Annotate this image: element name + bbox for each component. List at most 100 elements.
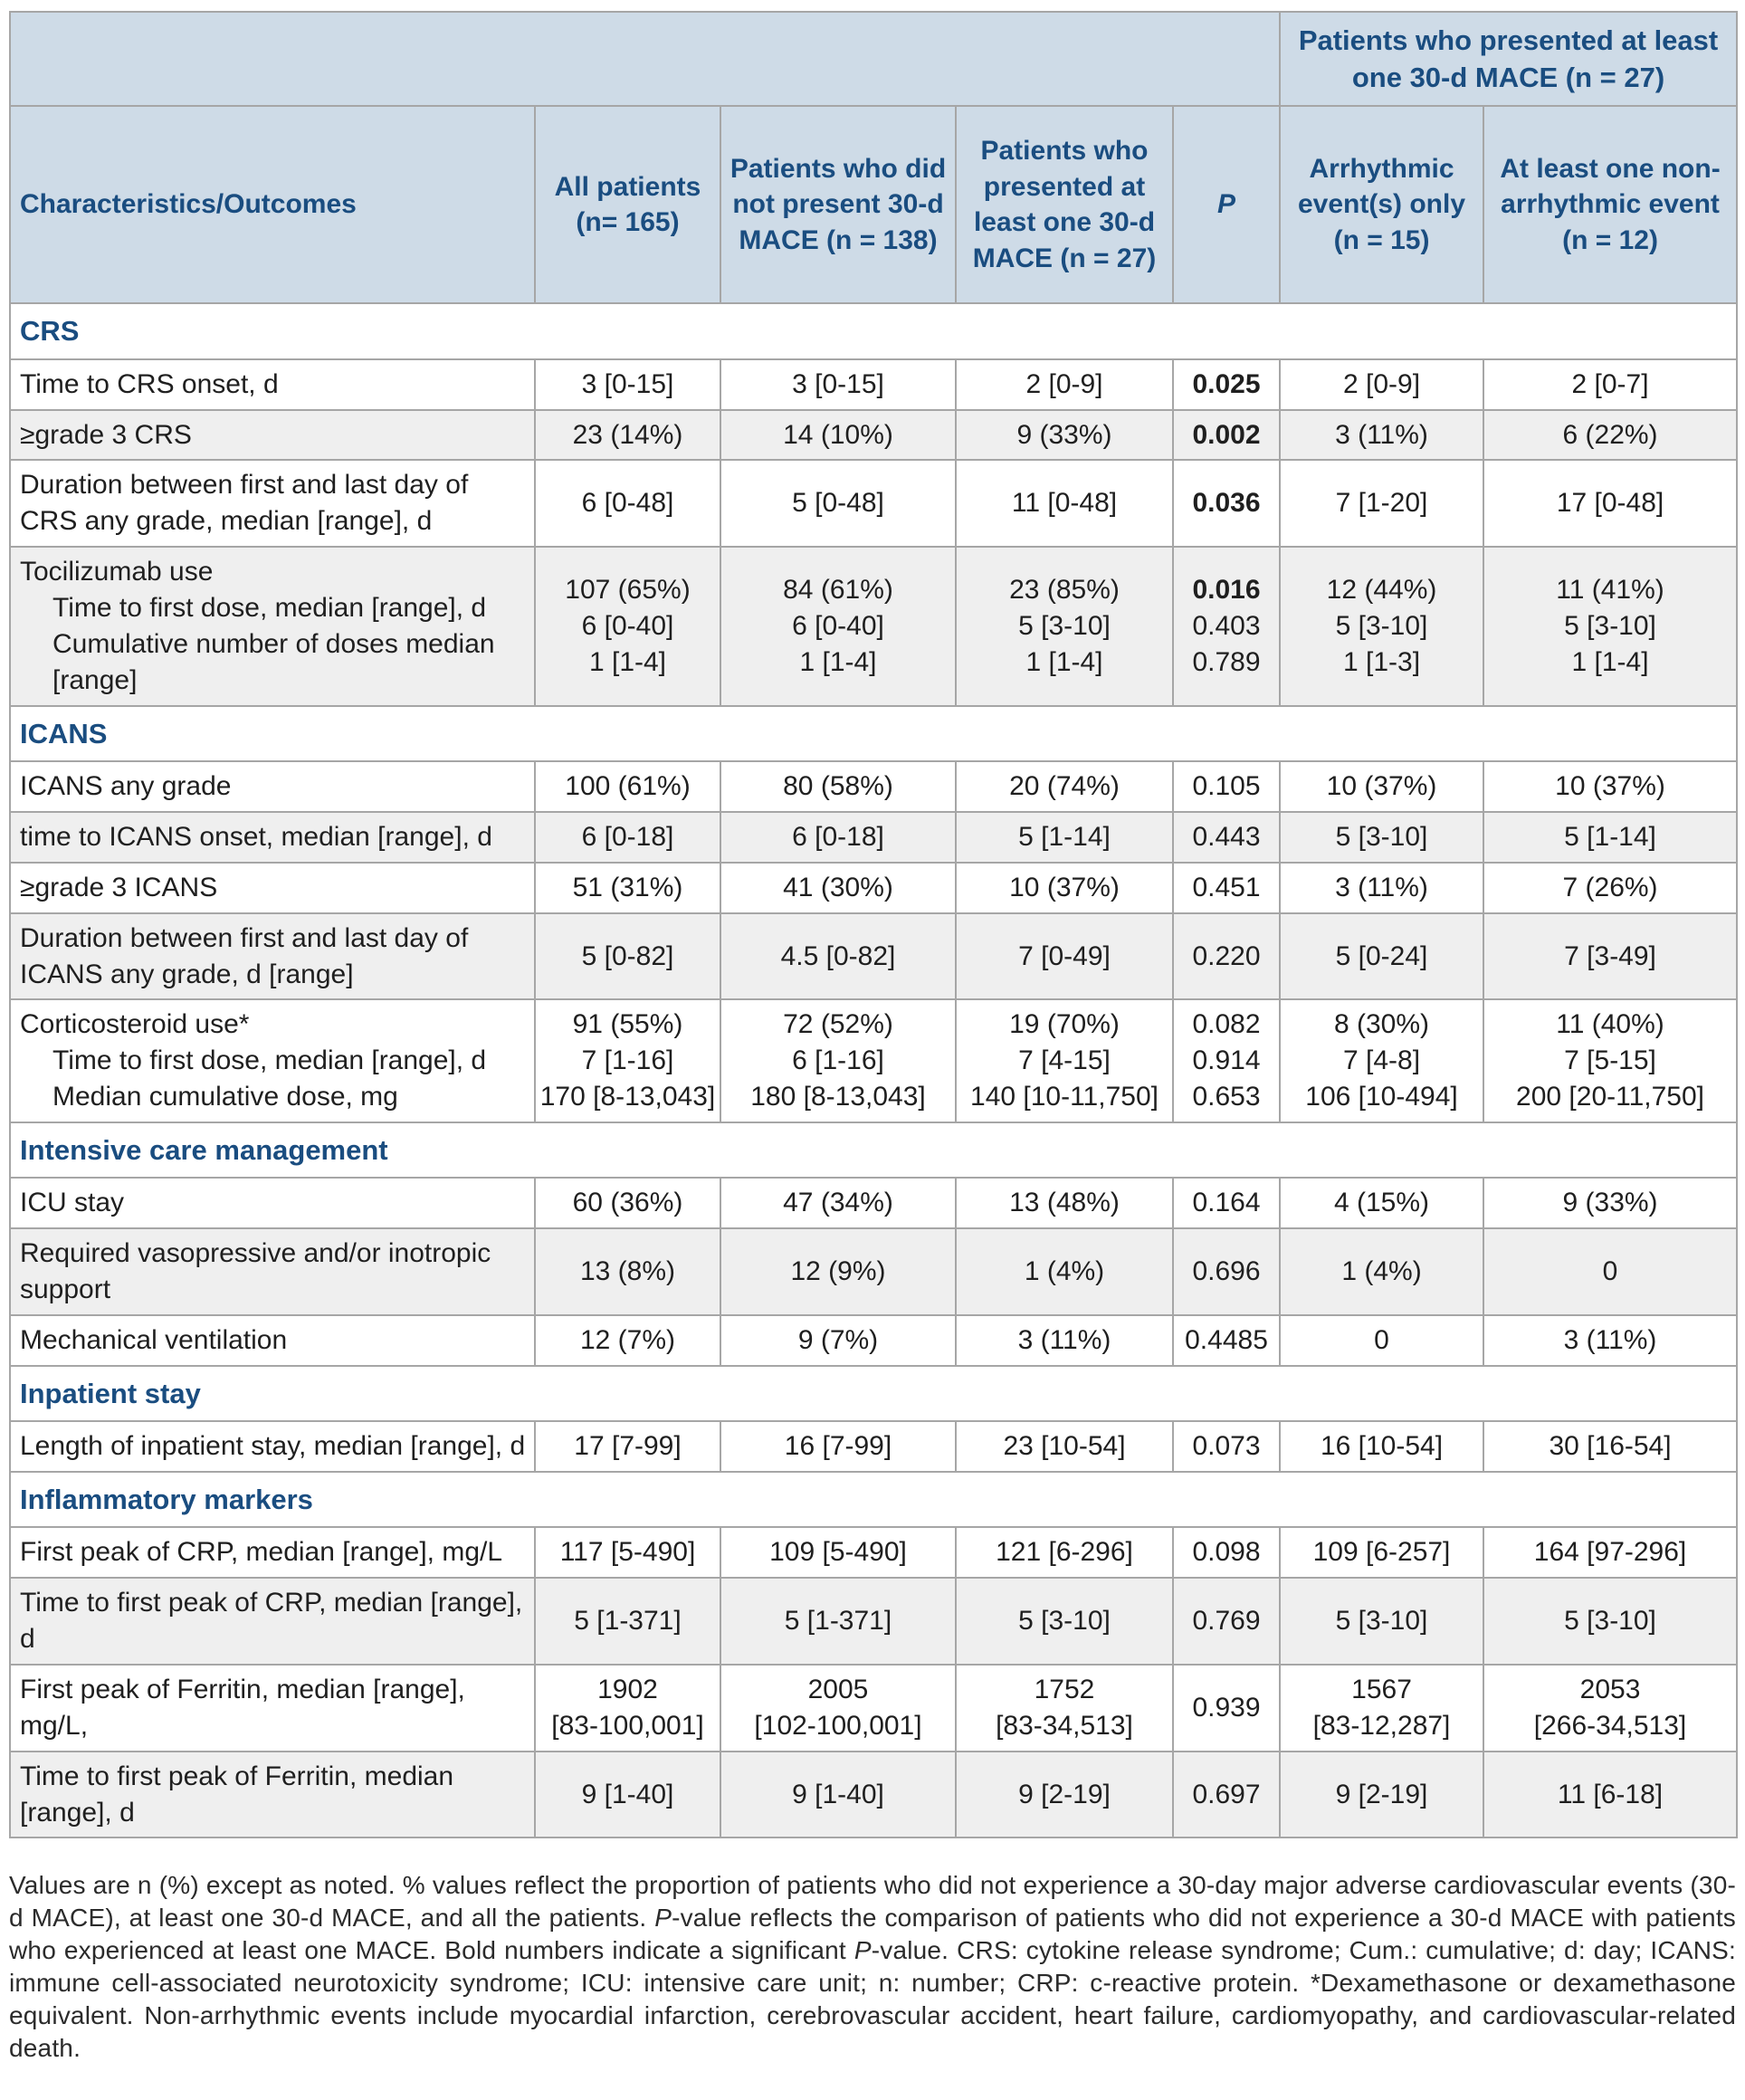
p-value-cell: 0.164 <box>1171 1177 1282 1230</box>
cell-line: 7 [0-49] <box>1018 940 1111 971</box>
value-cell: 5 [1-14] <box>955 810 1174 864</box>
row-label-text: time to ICANS onset, median [range], d <box>20 821 492 852</box>
top-header-empty-cell <box>8 10 1282 108</box>
cell-line: 3 [0-15] <box>792 368 884 399</box>
top-header-row: Patients who presented at least one 30-d… <box>8 10 1739 108</box>
p-value-cell: 0.073 <box>1171 1420 1282 1474</box>
cell-line: 16 [10-54] <box>1320 1431 1444 1462</box>
cell-line: 12 (9%) <box>790 1256 886 1287</box>
cell-line: 60 (36%) <box>572 1188 683 1218</box>
value-cell: 6 [0-18] <box>534 810 721 864</box>
cell-line: 3 [0-15] <box>581 368 674 399</box>
cell-line: 1902 <box>597 1674 658 1704</box>
row-label-cell: Time to first peak of Ferritin, median [… <box>9 1750 536 1839</box>
cell-line: 1567 <box>1351 1674 1412 1704</box>
cell-line: 0.164 <box>1192 1188 1261 1218</box>
value-cell: 7 [0-49] <box>955 912 1174 1001</box>
value-cell: 47 (34%) <box>720 1177 957 1230</box>
footnote: Values are n (%) except as noted. % valu… <box>9 1869 1736 2064</box>
value-cell: 1752 [83-34,513] <box>955 1663 1174 1752</box>
row-label-text: First peak of CRP, median [range], mg/L <box>20 1537 503 1568</box>
value-cell: 23 (14%) <box>534 408 721 462</box>
p-value-cell: 0.451 <box>1171 861 1282 914</box>
value-cell: 6 [0-48] <box>534 459 721 549</box>
value-cell: 9 (33%) <box>955 408 1174 462</box>
cell-line: 140 [10-11,750] <box>970 1082 1159 1112</box>
data-row: Duration between first and last day of C… <box>9 459 1739 549</box>
cell-line: 3 (11%) <box>1563 1325 1657 1356</box>
cell-line: 0.789 <box>1192 646 1261 677</box>
row-label-cell: Duration between first and last day of C… <box>9 459 536 549</box>
cell-line: 3 (11%) <box>1335 872 1428 902</box>
value-cell: 17 [0-48] <box>1483 459 1739 549</box>
p-value-cell: 0.220 <box>1171 912 1282 1001</box>
value-cell: 121 [6-296] <box>955 1526 1174 1580</box>
row-label-cell: Duration between first and last day of I… <box>9 912 536 1001</box>
section-header-row: Intensive care management <box>8 1122 1739 1179</box>
cell-line: 0 <box>1374 1325 1389 1356</box>
cell-line: 0.105 <box>1192 771 1261 801</box>
cell-line: 200 [20-11,750] <box>1516 1082 1704 1112</box>
cell-line: 1 (4%) <box>1024 1256 1105 1287</box>
row-sublabel-text: Time to first dose, median [range], d <box>52 593 487 624</box>
cell-line: 0.025 <box>1192 368 1261 399</box>
cell-line: 5 [1-371] <box>784 1606 892 1637</box>
cell-line: 6 [0-18] <box>792 821 884 852</box>
cell-line: 6 [0-48] <box>581 488 674 519</box>
value-cell: 107 (65%) 6 [0-40] 1 [1-4] <box>534 546 721 707</box>
row-label-text: Tocilizumab use <box>20 557 214 587</box>
cell-line: 4 (15%) <box>1333 1188 1430 1218</box>
value-cell: 5 [0-48] <box>720 459 957 549</box>
cell-line: 5 [3-10] <box>1335 611 1428 642</box>
cell-line: 121 [6-296] <box>996 1537 1133 1568</box>
p-value-cell: 0.939 <box>1171 1663 1282 1752</box>
column-header-no-mace: Patients who did not present 30-d MACE (… <box>720 105 957 305</box>
data-row: ≥grade 3 CRS 23 (14%) 14 (10%) 9 (33%) 0.002… <box>9 408 1739 462</box>
value-cell: 9 [1-40] <box>720 1750 957 1839</box>
data-row: ICU stay 60 (36%) 47 (34%) 13 (48%) 0.164 4 (… <box>9 1177 1739 1230</box>
cell-line: 11 (40%) <box>1556 1009 1664 1040</box>
value-cell: 7 [3-49] <box>1483 912 1739 1001</box>
value-cell: 100 (61%) <box>534 760 721 813</box>
row-label-cell: ≥grade 3 CRS <box>9 408 536 462</box>
value-cell: 5 [0-82] <box>534 912 721 1001</box>
value-cell: 5 [0-24] <box>1279 912 1485 1001</box>
cell-line: 109 [5-490] <box>769 1537 907 1568</box>
value-cell: 2 [0-9] <box>1279 358 1485 411</box>
cell-line: 5 [0-82] <box>581 940 674 971</box>
cell-line: 84 (61%) <box>783 575 893 606</box>
cell-line: 23 (85%) <box>1009 575 1120 606</box>
footnote-segment: -value reflects the comparison of patien… <box>9 1904 1736 1965</box>
column-header-mace: Patients who presented at least one 30-d… <box>955 105 1174 305</box>
data-row: Mechanical ventilation 12 (7%) 9 (7%) 3 (11… <box>9 1314 1739 1367</box>
value-cell: 6 [0-18] <box>720 810 957 864</box>
cell-line: 5 [0-48] <box>792 488 884 519</box>
data-row: First peak of CRP, median [range], mg/L 1… <box>9 1526 1739 1580</box>
cell-line: [83-100,001] <box>551 1710 704 1741</box>
row-label-text: Time to CRS onset, d <box>20 368 279 399</box>
cell-line: 13 (8%) <box>579 1256 676 1287</box>
value-cell: 2053 [266-34,513] <box>1483 1663 1739 1752</box>
value-cell: 4 (15%) <box>1279 1177 1485 1230</box>
cell-line: 1 [1-4] <box>1571 646 1649 677</box>
value-cell: 5 [3-10] <box>955 1577 1174 1666</box>
cell-line: 0.769 <box>1192 1606 1261 1637</box>
cell-line: 11 (41%) <box>1556 575 1664 606</box>
cell-line: 3 (11%) <box>1017 1325 1111 1356</box>
footnote-italic-segment: P <box>654 1904 672 1933</box>
value-cell: 5 [1-371] <box>720 1577 957 1666</box>
section-title: Intensive care management <box>8 1122 1739 1179</box>
cell-line: 1 [1-4] <box>588 646 667 677</box>
value-cell: 12 (9%) <box>720 1227 957 1317</box>
cell-line: 72 (52%) <box>783 1009 893 1040</box>
data-row: Required vasopressive and/or inotropic s… <box>9 1227 1739 1317</box>
cell-line: 9 [1-40] <box>792 1779 884 1809</box>
p-value-cell: 0.769 <box>1171 1577 1282 1666</box>
value-cell: 11 (41%) 5 [3-10] 1 [1-4] <box>1483 546 1739 707</box>
cell-line: 5 [1-14] <box>1564 821 1656 852</box>
cell-line: 1 [1-3] <box>1342 646 1421 677</box>
value-cell: 30 [16-54] <box>1483 1420 1739 1474</box>
column-header-row: Characteristics/Outcomes All patients (n… <box>9 105 1739 305</box>
cell-line: 16 [7-99] <box>784 1431 892 1462</box>
p-value-cell: 0.697 <box>1171 1750 1282 1839</box>
